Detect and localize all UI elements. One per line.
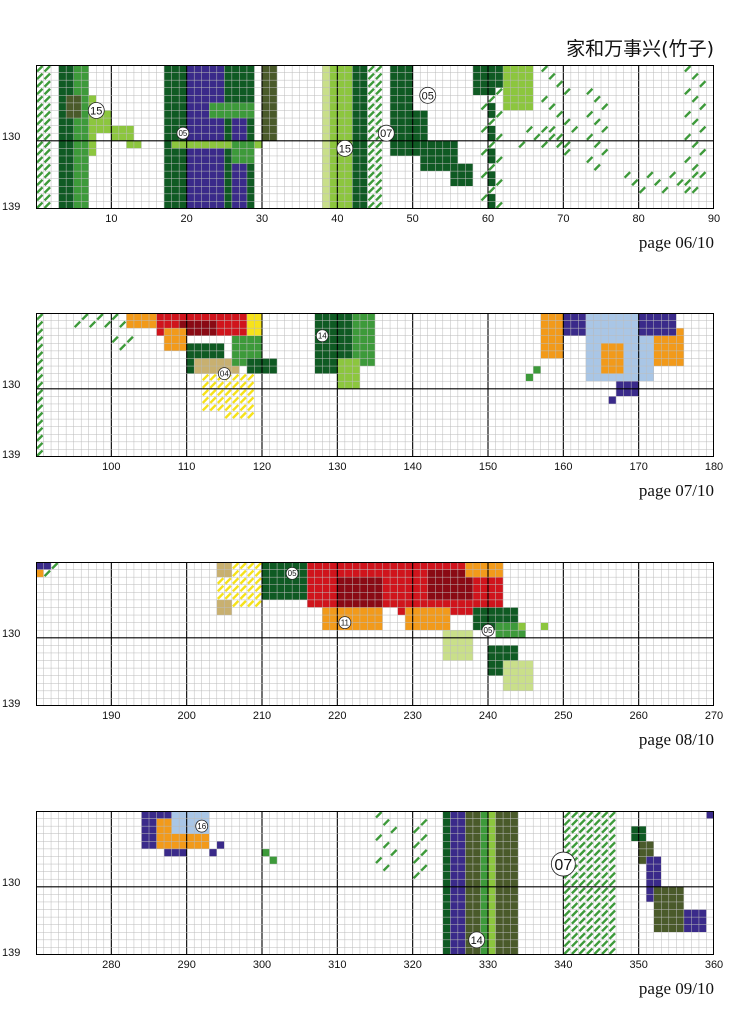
symbol-label: 15: [339, 143, 351, 155]
symbol-marker: 07: [377, 124, 395, 142]
col-label: 200: [177, 710, 196, 722]
col-label: 290: [177, 959, 196, 971]
row-label-130: 130: [2, 628, 21, 640]
col-label: 110: [177, 461, 196, 473]
col-label: 160: [554, 461, 573, 473]
row-label-130: 130: [2, 877, 21, 889]
symbol-marker: 05: [285, 566, 299, 580]
col-label: 270: [704, 710, 724, 722]
symbol-marker: 07: [550, 851, 576, 877]
col-label: 60: [481, 213, 495, 225]
col-label: 240: [478, 710, 498, 722]
col-label: 130: [328, 461, 347, 473]
row-label-139: 139: [2, 947, 21, 959]
col-label: 210: [252, 710, 272, 722]
col-label: 260: [629, 710, 648, 722]
page-title: 家和万事兴(竹子): [566, 38, 714, 60]
symbol-label: 15: [90, 105, 102, 117]
symbol-marker: 15: [87, 102, 105, 119]
symbol-label: 05: [178, 129, 187, 138]
symbol-label: 04: [220, 370, 229, 379]
row-label-139: 139: [2, 698, 21, 710]
pattern-grid-07: 14 04: [36, 313, 714, 457]
symbol-marker: 05: [419, 86, 437, 104]
row-label-139: 139: [2, 201, 21, 213]
col-label: 70: [557, 213, 570, 225]
col-label: 360: [704, 959, 724, 971]
symbol-marker: 04: [217, 367, 231, 381]
symbol-marker: 16: [195, 819, 209, 833]
col-label: 280: [102, 959, 121, 971]
row-label-130: 130: [2, 131, 21, 143]
symbol-label: 11: [341, 619, 350, 628]
symbol-marker: 15: [336, 139, 354, 157]
row-label-139: 139: [2, 449, 21, 461]
col-label: 80: [632, 213, 645, 225]
symbol-marker: 05: [481, 623, 495, 637]
page-label: page 09/10: [638, 979, 714, 998]
col-label: 220: [328, 710, 347, 722]
symbol-marker: 14: [468, 931, 486, 949]
chart-block-page-08: 05 11 05 130 139 190 200 210 220 230 240 250 260 2…: [0, 562, 750, 757]
symbol-label: 05: [288, 569, 297, 578]
col-label: 250: [554, 710, 573, 722]
col-label: 40: [331, 213, 344, 225]
symbol-label: 16: [197, 822, 206, 831]
col-label: 320: [403, 959, 422, 971]
row-label-130: 130: [2, 379, 21, 391]
symbol-label: 07: [380, 128, 392, 140]
col-label: 190: [102, 710, 121, 722]
page-label: page 08/10: [638, 730, 714, 749]
pattern-grid-09: 16 07 14: [36, 811, 714, 955]
symbol-label: 14: [471, 935, 483, 947]
col-label: 50: [406, 213, 419, 225]
page-label: page 06/10: [638, 233, 714, 252]
col-label: 140: [403, 461, 422, 473]
col-label: 230: [403, 710, 422, 722]
chart-block-page-09: 16 07 14 130 139 280 290 300 310 320 330 340 350 3…: [0, 811, 750, 1006]
symbol-label: 05: [422, 90, 434, 102]
col-label: 310: [328, 959, 347, 971]
page-label: page 07/10: [638, 481, 714, 500]
symbol-label: 07: [554, 857, 572, 874]
symbol-marker: 11: [338, 616, 352, 630]
col-label: 340: [554, 959, 573, 971]
col-label: 120: [252, 461, 272, 473]
symbol-marker: 05: [176, 126, 190, 140]
col-label: 10: [105, 213, 118, 225]
symbol-label: 05: [484, 626, 493, 635]
chart-block-page-06: 15 05 07 15 05 130 139 10 20 30 40 50 60 70 80 90 pa…: [0, 65, 750, 260]
col-label: 170: [629, 461, 648, 473]
col-label: 90: [707, 213, 721, 225]
symbol-label: 14: [318, 332, 327, 341]
chart-block-page-07: 14 04 130 139 100 110 120 130 140 150 160 170 180…: [0, 313, 750, 508]
col-label: 30: [255, 213, 269, 225]
col-label: 330: [478, 959, 498, 971]
col-label: 150: [478, 461, 498, 473]
pattern-grid-06: 15 05 07 15 05: [36, 65, 714, 209]
col-label: 300: [252, 959, 272, 971]
col-label: 350: [629, 959, 648, 971]
col-label: 20: [180, 213, 193, 225]
col-label: 180: [704, 461, 724, 473]
pattern-grid-08: 05 11 05: [36, 562, 714, 706]
symbol-marker: 14: [315, 329, 329, 343]
col-label: 100: [102, 461, 121, 473]
